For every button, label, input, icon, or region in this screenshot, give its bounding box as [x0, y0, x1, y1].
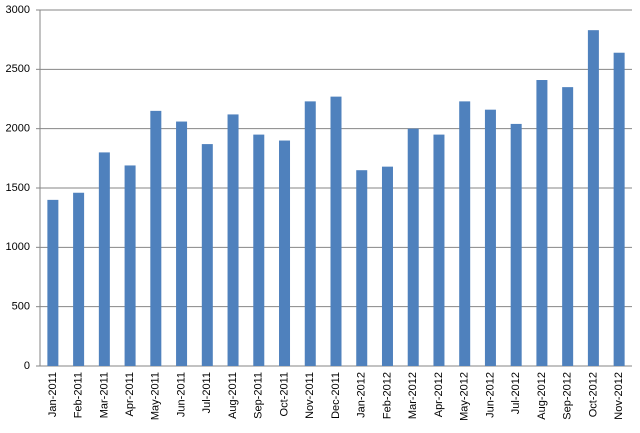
x-tick-label: Feb-2012: [381, 372, 393, 419]
y-tick-label: 3000: [6, 4, 30, 16]
bar: [433, 134, 445, 366]
x-tick-label: Mar-2012: [407, 372, 419, 419]
y-tick-label: 0: [24, 360, 30, 372]
bar: [356, 170, 368, 366]
bar: [279, 140, 291, 366]
bar: [510, 123, 522, 366]
bar: [73, 192, 85, 366]
bar: [124, 165, 136, 366]
x-tick-label: Jan-2011: [47, 372, 59, 417]
x-tick-label: Nov-2012: [613, 372, 625, 420]
bar: [330, 96, 342, 367]
y-tick-label: 2000: [6, 123, 30, 135]
x-tick-label: Feb-2011: [73, 372, 85, 418]
bar: [176, 121, 188, 367]
bar: [98, 152, 110, 366]
x-tick-label: Sep-2012: [562, 372, 574, 420]
x-tick-label: Jun-2011: [175, 372, 187, 417]
x-tick-label: Nov-2011: [304, 372, 316, 419]
bar: [304, 101, 316, 366]
bar: [47, 199, 59, 366]
x-tick-label: Apr-2012: [433, 372, 445, 417]
bar: [562, 87, 574, 366]
x-tick-label: Apr-2011: [124, 372, 136, 416]
bar: [227, 114, 239, 366]
x-tick-label: Oct-2011: [278, 372, 290, 416]
y-tick-label: 2500: [6, 63, 30, 75]
x-tick-label: Sep-2011: [253, 372, 265, 419]
y-tick-label: 500: [12, 301, 30, 313]
bar: [201, 144, 213, 366]
x-tick-label: Oct-2012: [587, 372, 599, 417]
bar: [484, 109, 496, 367]
x-tick-label: Jul-2012: [510, 372, 522, 414]
x-tick-label: Jul-2011: [201, 372, 213, 413]
x-tick-label: May-2011: [150, 372, 162, 420]
x-tick-label: Jun-2012: [484, 372, 496, 418]
x-tick-label: Aug-2011: [227, 372, 239, 419]
bar: [407, 128, 419, 366]
bar: [381, 166, 393, 366]
bar: [253, 134, 265, 366]
y-tick-label: 1000: [6, 241, 30, 253]
bar: [459, 101, 471, 366]
bar: [587, 30, 599, 366]
x-tick-label: Dec-2011: [330, 372, 342, 419]
x-tick-label: Jan-2012: [356, 372, 368, 418]
x-tick-label: Aug-2012: [536, 372, 548, 420]
x-tick-label: May-2012: [459, 372, 471, 421]
bar: [150, 110, 162, 366]
bar: [536, 80, 548, 366]
bar: [613, 52, 625, 366]
y-tick-label: 1500: [6, 182, 30, 194]
x-tick-label: Mar-2011: [98, 372, 110, 418]
